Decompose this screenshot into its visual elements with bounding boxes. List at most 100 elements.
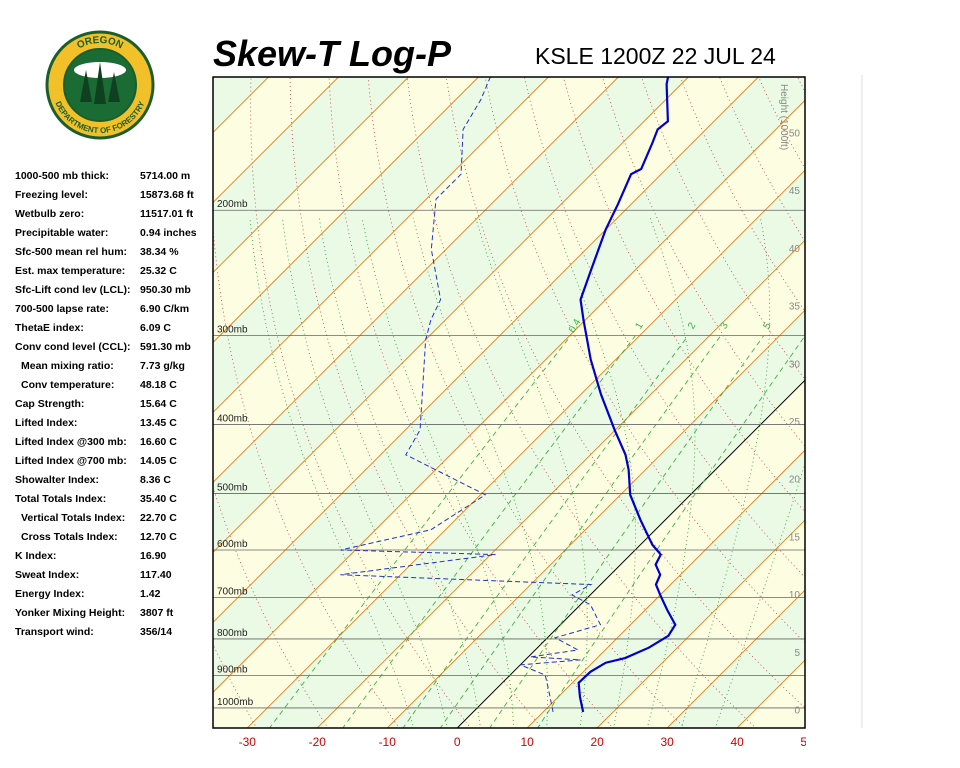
index-label: Lifted Index @300 mb: (15, 436, 127, 448)
pressure-label: 900mb (217, 664, 248, 675)
logo-tree (80, 70, 92, 102)
height-tick-label: 40 (789, 244, 801, 255)
x-tick-label: -10 (379, 735, 397, 749)
moist-adiabat (361, 217, 514, 728)
pressure-label: 600mb (217, 539, 248, 550)
index-value: 3807 ft (140, 607, 174, 619)
plot-frame (212, 76, 806, 729)
dry-adiabat (954, 77, 960, 729)
mixing-ratio-line (489, 335, 765, 728)
dry-adiabat (797, 77, 805, 93)
index-value: 16.90 (140, 550, 167, 562)
zero-isotherm (456, 379, 805, 728)
mixing-ratio-line (439, 335, 722, 728)
height-tick-label: 35 (789, 302, 801, 313)
logo-top-text: OREGON (75, 35, 124, 51)
moist-adiabat (646, 217, 696, 728)
x-tick-label: 50 (800, 735, 814, 749)
isotherm (246, 169, 805, 728)
x-tick-label: 10 (521, 735, 535, 749)
height-tick-label: 25 (789, 417, 801, 428)
dry-adiabat (915, 77, 960, 729)
isotherm (526, 449, 805, 728)
index-label: Transport wind: (15, 626, 94, 638)
dry-adiabat (837, 77, 960, 729)
isotherm (807, 77, 960, 728)
index-value: 15.64 C (140, 398, 177, 410)
index-label: 700-500 lapse rate: (15, 303, 109, 315)
height-tick-label: 5 (794, 648, 800, 659)
isotherm (213, 77, 409, 274)
index-value: 8.36 C (140, 474, 171, 486)
index-label: Wetbulb zero: (15, 208, 85, 220)
pressure-label: 200mb (217, 199, 248, 210)
index-value: 48.18 C (140, 379, 177, 391)
index-label: Sfc-500 mean rel hum: (15, 246, 128, 258)
index-value: 7.73 g/kg (140, 360, 185, 372)
mixing-ratio-label: 8 (803, 320, 816, 331)
index-label: Conv temperature: (21, 379, 115, 391)
index-label: Mean mixing ratio: (21, 360, 114, 372)
index-value: 6.90 C/km (140, 303, 190, 315)
index-label: 1000-500 mb thick: (15, 170, 109, 182)
pressure-label: 1000mb (217, 697, 254, 708)
index-value: 13.45 C (140, 417, 177, 429)
isotherm-band (213, 77, 805, 693)
index-value: 591.30 mb (140, 341, 191, 353)
height-tick-label: 0 (794, 706, 800, 717)
x-tick-label: -30 (239, 735, 257, 749)
index-value: 16.60 C (140, 436, 177, 448)
index-label: Sfc-Lift cond lev (LCL): (15, 284, 131, 296)
mixing-ratio-label: 2 (686, 320, 699, 331)
index-label: Lifted Index @700 mb: (15, 455, 127, 467)
mixing-ratio-label: 1 (633, 320, 646, 331)
index-value: 14.05 C (140, 455, 177, 467)
index-label: Sweat Index: (15, 569, 80, 581)
index-value: 12.70 C (140, 531, 177, 543)
index-label: Est. max temperature: (15, 265, 126, 277)
isotherm (316, 239, 805, 728)
isotherm (666, 589, 805, 728)
x-tick-label: 30 (660, 735, 674, 749)
index-label: Showalter Index: (15, 474, 100, 486)
isotherm-band (807, 77, 960, 728)
index-value: 5714.00 m (140, 170, 191, 182)
index-value: 1.42 (140, 588, 161, 600)
height-tick-label: 45 (789, 186, 801, 197)
height-tick-label: 15 (789, 532, 801, 543)
index-label: Yonker Mixing Height: (15, 607, 126, 619)
isotherm (213, 77, 759, 623)
index-value: 0.94 inches (140, 227, 197, 239)
pressure-label: 300mb (217, 325, 248, 336)
index-value: 38.34 % (140, 246, 179, 258)
index-value: 25.32 C (140, 265, 177, 277)
height-tick-label: 10 (789, 590, 801, 601)
pressure-label: 700mb (217, 587, 248, 598)
index-value: 11517.01 ft (140, 208, 194, 220)
dry-adiabat (484, 77, 805, 644)
pressure-label: 400mb (217, 414, 248, 425)
station: KSLE 1200Z 22 JUL 24 (535, 43, 776, 69)
index-label: Total Totals Index: (15, 493, 107, 505)
index-value: 356/14 (140, 626, 173, 638)
title: Skew-T Log-P (213, 33, 452, 74)
isotherm (596, 519, 805, 728)
moist-adiabat (249, 217, 415, 728)
temperature-profile (577, 77, 677, 713)
plot-area: 0.4 1 2 3 5 8 (213, 77, 960, 729)
index-label: Precipitable water: (15, 227, 109, 239)
dry-adiabat (328, 77, 614, 728)
pressure-label: 500mb (217, 483, 248, 494)
index-value: 35.40 C (140, 493, 177, 505)
isotherm (877, 77, 960, 728)
logo: OREGON DEPARTMENT OF FORESTRY (45, 30, 155, 140)
mixing-ratio-line (537, 335, 805, 728)
x-tick-label: 20 (590, 735, 604, 749)
dewpoint-profile (340, 77, 602, 713)
index-value: 6.09 C (140, 322, 171, 334)
x-axis: -30 -20 -10 0 10 20 30 40 50 (239, 735, 814, 749)
isotherm (213, 77, 479, 344)
index-label: ThetaE index: (15, 322, 84, 334)
